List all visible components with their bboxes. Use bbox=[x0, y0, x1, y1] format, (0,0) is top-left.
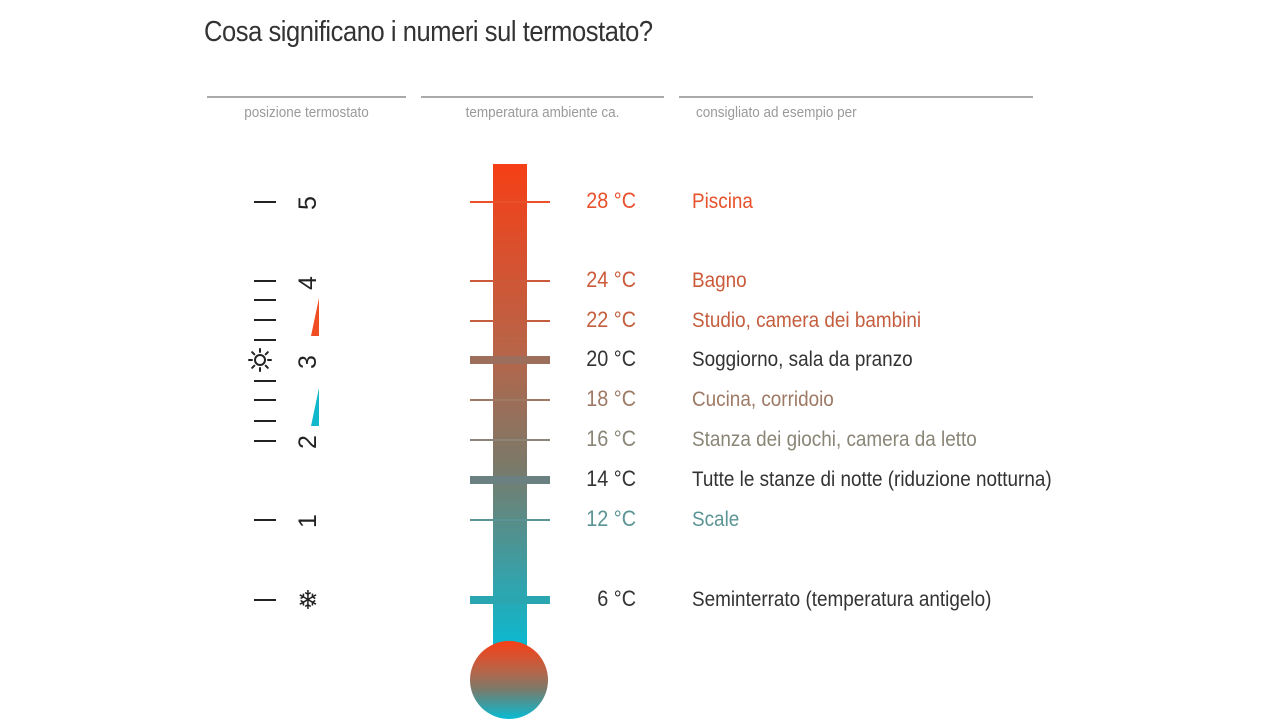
temperature-label: 22 °C bbox=[586, 307, 636, 332]
sun-icon bbox=[248, 348, 272, 372]
recommended-use-label: Tutte le stanze di notte (riduzione nott… bbox=[692, 468, 1052, 491]
thermometer bbox=[470, 164, 550, 719]
dial-tick bbox=[254, 280, 276, 282]
recommended-use-label: Studio, camera dei bambini bbox=[692, 309, 922, 332]
dial-tick bbox=[254, 519, 276, 521]
recommended-use-label: Soggiorno, sala da pranzo bbox=[692, 348, 913, 371]
cool-wedge-icon bbox=[311, 388, 319, 426]
moon-icon bbox=[303, 474, 311, 490]
header-temperature: temperatura ambiente ca. bbox=[465, 104, 620, 121]
thermometer-body bbox=[470, 164, 548, 719]
dial-tick bbox=[254, 599, 276, 601]
temperature-label: 16 °C bbox=[586, 426, 636, 451]
dial-tick bbox=[254, 380, 276, 382]
recommended-use-label: Piscina bbox=[692, 190, 753, 213]
temperature-label: 28 °C bbox=[586, 188, 636, 213]
dial-tick bbox=[254, 299, 276, 301]
dial-tick bbox=[254, 440, 276, 442]
header-rule-recommended bbox=[679, 96, 1033, 98]
temperature-label: 24 °C bbox=[586, 267, 636, 292]
thermometer-ticks bbox=[470, 201, 550, 604]
dial-tick bbox=[254, 319, 276, 321]
dial-number-3: 3 bbox=[294, 355, 322, 369]
recommended-use-label: Seminterrato (temperatura antigelo) bbox=[692, 588, 992, 611]
warm-wedge-icon bbox=[311, 298, 319, 336]
temperature-label: 18 °C bbox=[586, 386, 636, 411]
recommended-use-label: Stanza dei giochi, camera da letto bbox=[692, 428, 977, 451]
temperature-label: 6 °C bbox=[597, 586, 636, 611]
recommended-use-label: Cucina, corridoio bbox=[692, 388, 834, 411]
dial-number-4: 4 bbox=[294, 276, 322, 290]
page-title: Cosa significano i numeri sul termostato… bbox=[204, 16, 653, 48]
dial-tick bbox=[254, 420, 276, 422]
temperature-label: 14 °C bbox=[586, 466, 636, 491]
temperature-label: 12 °C bbox=[586, 506, 636, 531]
header-position: posizione termostato bbox=[244, 104, 369, 121]
dial-tick bbox=[254, 201, 276, 203]
temperature-label: 20 °C bbox=[586, 346, 636, 371]
dial-number-1: 1 bbox=[294, 514, 322, 528]
snowflake-icon: ❄ bbox=[297, 585, 319, 615]
dial-tick bbox=[254, 399, 276, 401]
header-rule-temperature bbox=[421, 96, 664, 98]
dial-tick bbox=[254, 339, 276, 341]
dial-number-5: 5 bbox=[294, 196, 322, 210]
header-rule-position bbox=[207, 96, 406, 98]
recommended-use-label: Bagno bbox=[692, 269, 747, 292]
recommended-use-label: Scale bbox=[692, 508, 740, 531]
header-recommended: consigliato ad esempio per bbox=[696, 104, 857, 121]
dial-number-2: 2 bbox=[294, 435, 322, 449]
